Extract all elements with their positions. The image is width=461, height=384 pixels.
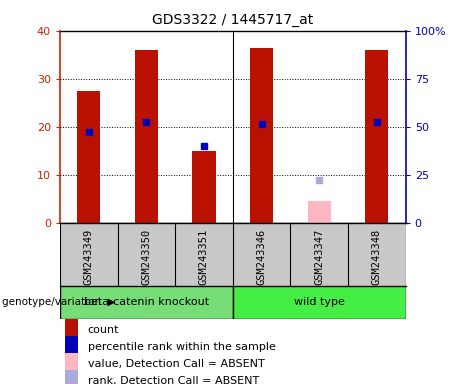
Text: count: count	[88, 326, 119, 336]
Text: GSM243351: GSM243351	[199, 229, 209, 285]
Text: wild type: wild type	[294, 297, 345, 308]
Text: rank, Detection Call = ABSENT: rank, Detection Call = ABSENT	[88, 376, 259, 384]
Bar	[193, 151, 216, 223]
Bar	[60, 286, 233, 319]
Bar	[308, 201, 331, 223]
Bar	[65, 319, 78, 342]
Bar	[77, 91, 100, 223]
Text: beta-catenin knockout: beta-catenin knockout	[84, 297, 209, 308]
Bar	[250, 48, 273, 223]
Bar	[135, 50, 158, 223]
Bar	[365, 50, 388, 223]
Text: GSM243346: GSM243346	[257, 229, 266, 285]
Text: GSM243347: GSM243347	[314, 229, 324, 285]
Bar	[65, 353, 78, 376]
Bar	[65, 336, 78, 359]
Text: genotype/variation  ▶: genotype/variation ▶	[2, 297, 116, 308]
Title: GDS3322 / 1445717_at: GDS3322 / 1445717_at	[152, 13, 313, 27]
Text: GSM243349: GSM243349	[84, 229, 94, 285]
Text: GSM243348: GSM243348	[372, 229, 382, 285]
Bar	[233, 286, 406, 319]
Text: percentile rank within the sample: percentile rank within the sample	[88, 343, 276, 353]
Text: value, Detection Call = ABSENT: value, Detection Call = ABSENT	[88, 359, 264, 369]
Text: GSM243350: GSM243350	[142, 229, 151, 285]
Bar	[65, 370, 78, 384]
